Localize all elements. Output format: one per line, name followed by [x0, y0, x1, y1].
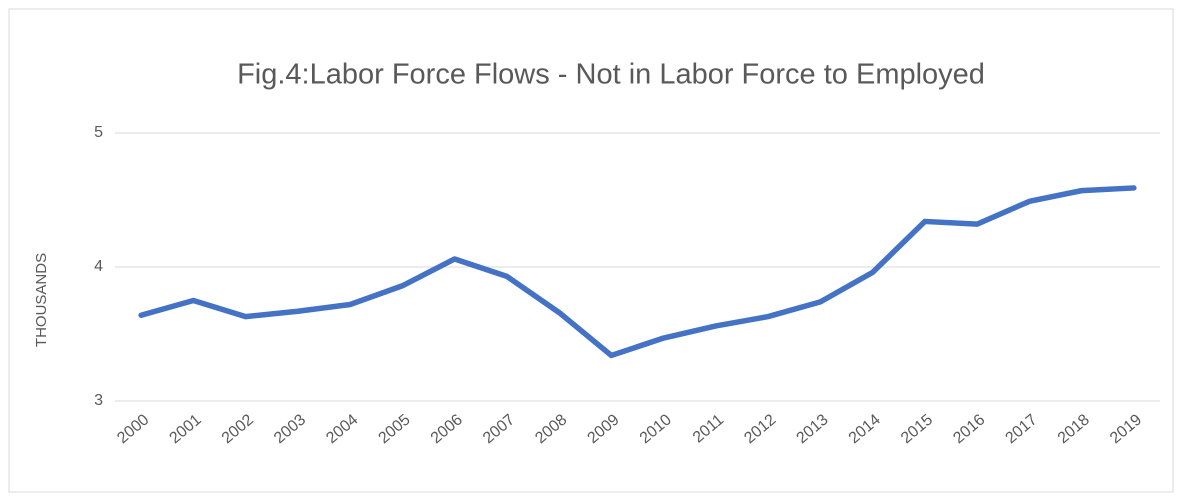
chart-border — [8, 8, 1174, 493]
y-tick-label: 4 — [94, 258, 103, 275]
y-tick-label: 5 — [94, 124, 103, 141]
data-line — [138, 185, 1137, 359]
chart-title: Fig.4:Labor Force Flows - Not in Labor F… — [237, 59, 985, 91]
y-axis-title: THOUSANDS — [33, 253, 50, 347]
y-tick-label: 3 — [94, 392, 103, 409]
